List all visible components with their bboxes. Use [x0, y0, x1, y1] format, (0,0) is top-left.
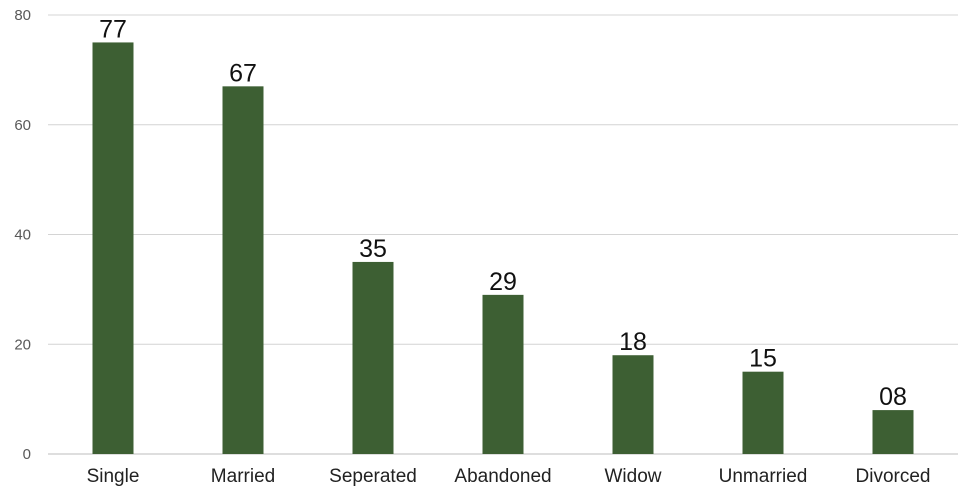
bar-married	[222, 86, 264, 455]
data-label-divorced: 08	[879, 383, 907, 411]
bar-widow	[612, 355, 654, 454]
x-tick-label-single: Single	[87, 466, 140, 487]
bar-single	[92, 42, 134, 454]
bar-abandoned	[482, 294, 524, 454]
data-label-widow: 18	[619, 328, 647, 356]
y-tick-label: 20	[14, 336, 31, 353]
bar-seperated	[352, 261, 394, 454]
data-label-seperated: 35	[359, 235, 387, 263]
y-tick-label: 60	[14, 117, 31, 134]
data-label-single: 77	[99, 15, 127, 43]
y-tick-label: 0	[23, 446, 31, 463]
y-tick-label: 80	[14, 7, 31, 24]
bar-unmarried	[742, 371, 784, 454]
x-tick-label-married: Married	[211, 466, 275, 487]
bars	[92, 42, 914, 455]
bar-divorced	[872, 410, 914, 454]
y-tick-label: 40	[14, 227, 31, 244]
x-tick-label-divorced: Divorced	[856, 466, 931, 487]
x-axis: Single Married Seperated Abandoned Widow Unma…	[87, 466, 931, 487]
x-tick-label-seperated: Seperated	[329, 466, 417, 487]
x-tick-label-abandoned: Abandoned	[454, 466, 551, 487]
data-labels: 77 67 35 29 18 15 08	[99, 15, 907, 411]
data-label-abandoned: 29	[489, 268, 517, 296]
x-tick-label-unmarried: Unmarried	[719, 466, 808, 487]
data-label-unmarried: 15	[749, 345, 777, 373]
gridlines	[48, 14, 958, 455]
data-label-married: 67	[229, 59, 257, 87]
x-tick-label-widow: Widow	[604, 466, 661, 487]
y-axis: 0 20 40 60 80	[14, 7, 31, 463]
